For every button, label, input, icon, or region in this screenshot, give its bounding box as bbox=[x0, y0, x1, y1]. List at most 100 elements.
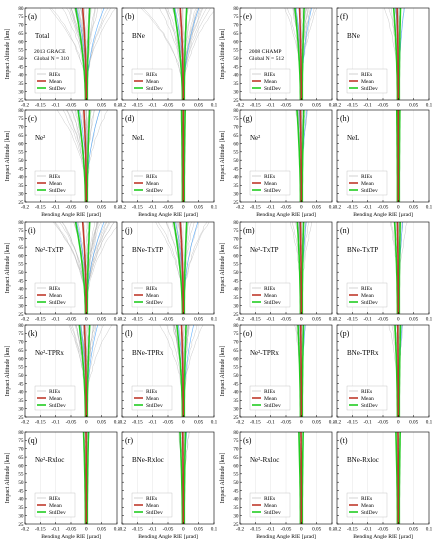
mean-line bbox=[299, 110, 303, 202]
y-axis-label: Impact Altitude [km] bbox=[5, 346, 11, 397]
x-tick-label: 0.1 bbox=[426, 527, 433, 533]
x-tick-label: 0.1 bbox=[114, 205, 121, 211]
x-tick-label: -0.15 bbox=[347, 527, 358, 533]
legend-entry: StdDev bbox=[49, 510, 66, 516]
x-tick-label: -0.15 bbox=[132, 420, 143, 426]
x-tick-label: -0.1 bbox=[364, 205, 373, 211]
x-tick-label: -0.1 bbox=[52, 103, 61, 109]
stddev-line bbox=[301, 222, 305, 314]
y-tick-label: 65 bbox=[18, 455, 24, 461]
x-tick-label: -0.1 bbox=[267, 420, 276, 426]
y-axis-label: Impact Altitude [km] bbox=[220, 453, 226, 504]
x-tick-label: 0.1 bbox=[329, 527, 336, 533]
panel-d: -0.2 -0.15 -0.1 -0.05 0 0.05 0.1 Bending Angle … bbox=[118, 109, 218, 218]
legend-entry: StdDev bbox=[264, 510, 281, 516]
y-tick-label: 55 bbox=[233, 48, 239, 54]
panel-note: Global N = 310 bbox=[34, 56, 69, 62]
x-tick-label: -0.05 bbox=[378, 420, 389, 426]
panel-title: Ne² bbox=[35, 134, 45, 142]
x-tick-label: 0.05 bbox=[312, 317, 321, 323]
x-tick-label: 0 bbox=[182, 420, 185, 426]
legend-entry: StdDev bbox=[361, 510, 378, 516]
y-tick-label: 70 bbox=[18, 23, 24, 29]
x-tick-label: 0 bbox=[85, 420, 88, 426]
x-tick-label: -0.2 bbox=[21, 103, 30, 109]
x-tick-label: -0.15 bbox=[250, 420, 261, 426]
y-tick-label: 65 bbox=[18, 245, 24, 251]
legend-entry: RIEs bbox=[361, 389, 372, 395]
x-tick-label: 0.05 bbox=[194, 205, 203, 211]
legend-entry: Mean bbox=[361, 293, 374, 299]
panel-title: Ne²-TPRx bbox=[250, 349, 279, 357]
x-tick-label: -0.15 bbox=[347, 317, 358, 323]
stddev-line bbox=[86, 8, 91, 100]
x-tick-label: -0.2 bbox=[118, 420, 127, 426]
y-tick-label: 75 bbox=[18, 14, 24, 20]
x-tick-label: 0.05 bbox=[194, 103, 203, 109]
stddev-line bbox=[183, 110, 186, 202]
x-tick-label: 0.1 bbox=[426, 420, 433, 426]
y-tick-label: 40 bbox=[233, 497, 239, 503]
x-tick-label: 0.1 bbox=[329, 317, 336, 323]
x-tick-label: -0.2 bbox=[118, 527, 127, 533]
legend-entry: RIEs bbox=[146, 389, 157, 395]
legend-entry: Mean bbox=[264, 396, 277, 402]
x-tick-label: -0.1 bbox=[364, 317, 373, 323]
y-tick-label: 50 bbox=[233, 480, 239, 486]
y-tick-label: 80 bbox=[233, 6, 239, 12]
y-tick-label: 25 bbox=[18, 98, 24, 104]
panel-title: BNe-TxTP bbox=[347, 246, 378, 254]
x-tick-label: -0.15 bbox=[250, 317, 261, 323]
x-tick-label: -0.15 bbox=[132, 527, 143, 533]
x-tick-label: 0.1 bbox=[114, 527, 121, 533]
x-tick-label: -0.15 bbox=[250, 205, 261, 211]
x-tick-label: 0.1 bbox=[114, 420, 121, 426]
mean-line bbox=[180, 325, 185, 417]
x-tick-label: -0.2 bbox=[21, 317, 30, 323]
x-tick-label: -0.1 bbox=[267, 317, 276, 323]
stddev-line bbox=[301, 110, 305, 202]
stddev-line bbox=[183, 8, 188, 100]
legend-entry: Mean bbox=[264, 181, 277, 187]
stddev-line bbox=[398, 222, 401, 314]
y-tick-label: 40 bbox=[18, 73, 24, 79]
panel-title: BNe bbox=[347, 32, 360, 40]
x-tick-label: 0 bbox=[85, 205, 88, 211]
y-tick-label: 45 bbox=[233, 166, 239, 172]
x-tick-label: 0.05 bbox=[194, 527, 203, 533]
x-tick-label: 0 bbox=[85, 103, 88, 109]
x-tick-label: -0.2 bbox=[333, 205, 342, 211]
x-tick-label: 0.1 bbox=[114, 317, 121, 323]
x-tick-label: -0.1 bbox=[364, 103, 373, 109]
stddev-line bbox=[394, 325, 399, 417]
x-tick-label: 0 bbox=[182, 103, 185, 109]
x-tick-label: -0.1 bbox=[149, 205, 158, 211]
legend-entry: StdDev bbox=[264, 86, 281, 92]
stddev-line bbox=[86, 432, 90, 524]
y-axis-label: Impact Altitude [km] bbox=[5, 131, 11, 182]
y-tick-label: 65 bbox=[233, 455, 239, 461]
stddev-line bbox=[398, 432, 401, 524]
x-tick-label: -0.1 bbox=[267, 527, 276, 533]
x-tick-label: -0.1 bbox=[364, 527, 373, 533]
legend-entry: Mean bbox=[264, 293, 277, 299]
stddev-line bbox=[77, 110, 87, 202]
y-tick-label: 75 bbox=[233, 14, 239, 20]
x-tick-label: 0.05 bbox=[97, 205, 106, 211]
y-tick-label: 25 bbox=[233, 98, 239, 104]
y-tick-label: 60 bbox=[18, 356, 24, 362]
y-tick-label: 80 bbox=[18, 108, 24, 114]
legend-entry: StdDev bbox=[361, 188, 378, 194]
panel-title: Ne²-Rxloc bbox=[35, 456, 64, 464]
plot-area bbox=[395, 110, 401, 202]
panel-label: (n) bbox=[340, 226, 350, 235]
y-tick-label: 35 bbox=[233, 81, 239, 87]
legend-entry: RIEs bbox=[146, 72, 157, 78]
panel-title: Ne²-TxTP bbox=[35, 246, 64, 254]
x-tick-label: 0.05 bbox=[409, 317, 418, 323]
y-tick-label: 40 bbox=[18, 497, 24, 503]
y-tick-label: 50 bbox=[233, 270, 239, 276]
x-tick-label: 0.05 bbox=[312, 205, 321, 211]
y-tick-label: 40 bbox=[18, 175, 24, 181]
y-tick-label: 25 bbox=[233, 522, 239, 528]
